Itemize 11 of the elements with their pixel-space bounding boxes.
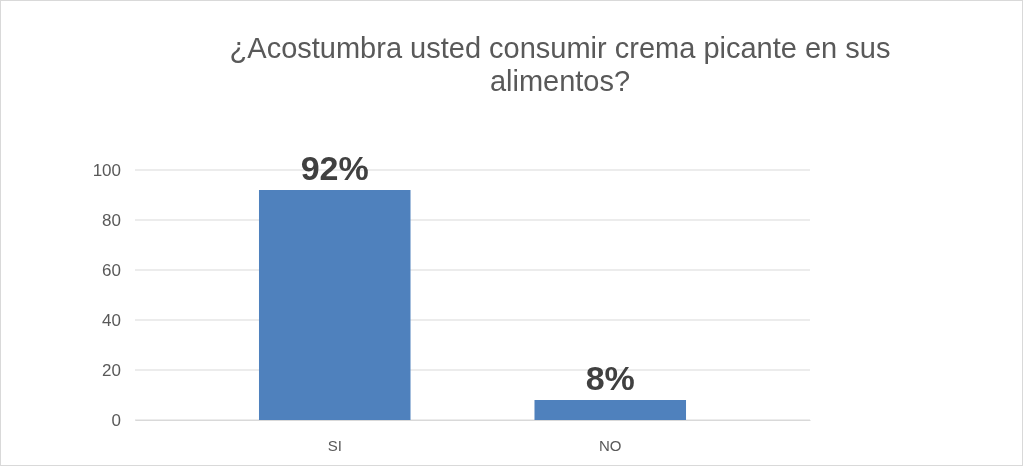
y-tick-label: 80: [102, 210, 121, 230]
y-tick-label: 40: [102, 310, 121, 330]
chart-title: ¿Acostumbra usted consumir crema picante en sus alimentos?: [229, 32, 891, 98]
y-tick-label: 60: [102, 260, 121, 280]
x-tick-label: SI: [327, 436, 342, 454]
x-tick-label: NO: [599, 436, 622, 454]
data-label: 92%: [300, 149, 369, 187]
data-label: 8%: [585, 359, 635, 397]
y-tick-label: 0: [111, 410, 121, 430]
y-tick-label: 100: [92, 160, 121, 180]
y-tick-label: 20: [102, 360, 121, 380]
